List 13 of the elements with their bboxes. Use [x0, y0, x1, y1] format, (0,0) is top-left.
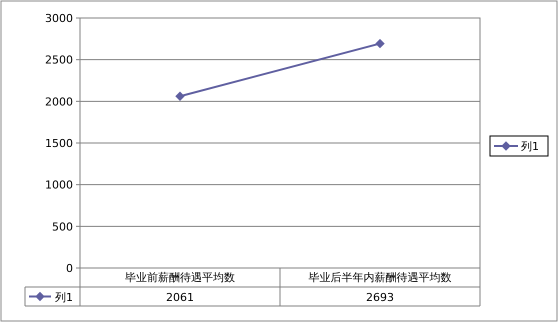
data-label: 2061: [166, 291, 194, 304]
text: 列1: [55, 291, 73, 304]
y-tick-label: 3000: [45, 12, 73, 25]
y-tick-label: 500: [52, 220, 73, 234]
x-tick-label: 毕业前薪酬待遇平均数: [125, 271, 235, 284]
data-label: 2693: [366, 291, 394, 304]
legend-label: 列1: [521, 140, 539, 153]
y-tick-label: 1500: [45, 137, 73, 150]
y-tick-label: 2000: [45, 95, 73, 108]
x-tick-label: 毕业后半年内薪酬待遇平均数: [308, 271, 452, 284]
y-tick-label: 2500: [45, 54, 73, 67]
y-tick-label: 0: [66, 262, 73, 275]
y-tick-label: 1000: [45, 178, 73, 192]
